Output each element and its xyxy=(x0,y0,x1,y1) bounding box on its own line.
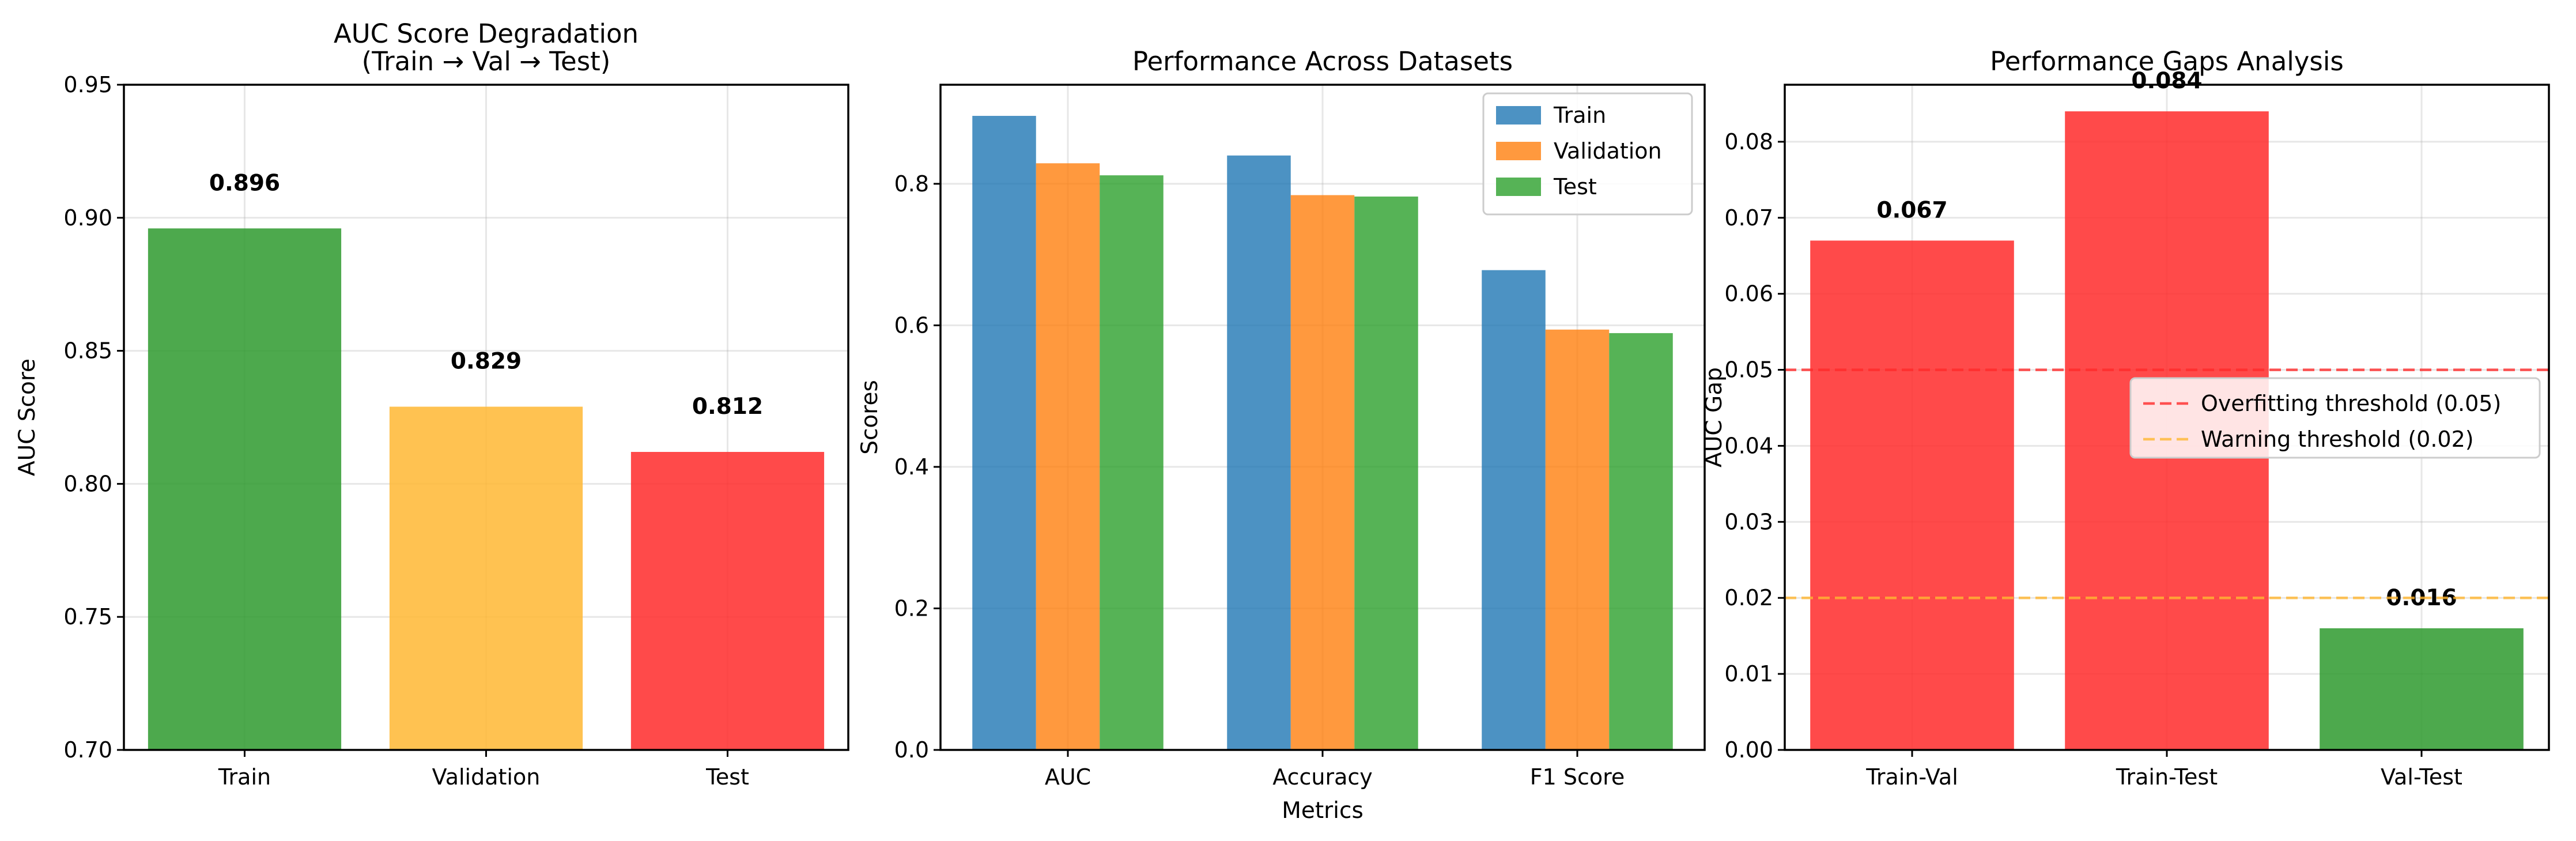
chart-panel-2: 0.0 0.2 0.4 0.6 0.8 AUC Accuracy F1 Score Perfor… xyxy=(857,46,1706,824)
legend-swatch xyxy=(1496,106,1541,125)
data-label: 0.084 xyxy=(2131,68,2202,94)
y-tick-label: 0.70 xyxy=(63,737,112,763)
legend: Train Validation Test xyxy=(1482,92,1693,216)
x-tick-label: Train xyxy=(218,764,271,790)
legend-label: Validation xyxy=(1554,138,1662,164)
y-tick-label: 0.85 xyxy=(63,338,112,364)
y-tick-label: 0.02 xyxy=(1724,585,1773,610)
chart-panel-1: 0.896 0.829 0.812 0.70 0.75 0.80 0.85 0.90 0.95 T… xyxy=(14,18,849,790)
legend-label: Train xyxy=(1553,103,1606,128)
data-label: 0.896 xyxy=(209,170,280,196)
y-tick-label: 0.03 xyxy=(1724,509,1773,534)
bar-train-auc xyxy=(972,116,1036,750)
legend-swatch xyxy=(1496,178,1541,196)
chart-title-line: Performance Across Datasets xyxy=(1132,46,1513,77)
x-tick-label: Train-Test xyxy=(2116,764,2218,790)
legend-box xyxy=(2129,377,2541,459)
y-tick-label: 0.6 xyxy=(894,312,929,338)
bar-test-auc xyxy=(1100,175,1164,751)
y-tick-label: 0.05 xyxy=(1724,357,1773,383)
bar-validation-auc xyxy=(1036,163,1100,750)
x-tick-label: F1 Score xyxy=(1530,764,1625,790)
y-tick-label: 0.07 xyxy=(1724,205,1773,231)
y-tick-label: 0.01 xyxy=(1724,661,1773,687)
bar-train xyxy=(148,228,342,750)
chart-title-line: (Train → Val → Test) xyxy=(362,46,611,77)
bar-train-accuracy xyxy=(1227,155,1291,750)
y-tick-label: 0.08 xyxy=(1724,129,1773,154)
y-tick-label: 0.80 xyxy=(63,471,112,496)
chart-panel-3: 0.0670.0840.0160.000.010.020.030.040.050… xyxy=(1701,46,2550,790)
y-tick-label: 0.90 xyxy=(63,205,112,231)
y-tick-label: 0.04 xyxy=(1724,433,1773,458)
bar-test-f1-score xyxy=(1609,333,1673,750)
legend-label: Test xyxy=(1553,174,1597,199)
legend-swatch xyxy=(1496,142,1541,160)
bar-val-test xyxy=(2320,628,2524,750)
legend-label: Warning threshold (0.02) xyxy=(2201,427,2474,452)
bar-train-f1-score xyxy=(1482,270,1546,750)
bar-validation-accuracy xyxy=(1290,195,1355,750)
data-label: 0.812 xyxy=(692,394,763,420)
y-tick-label: 0.75 xyxy=(63,604,112,629)
y-tick-label: 0.06 xyxy=(1724,281,1773,307)
chart-title: AUC Score Degradation (Train → Val → Test… xyxy=(334,18,639,77)
chart-title: Performance Across Datasets xyxy=(1132,46,1513,77)
x-tick-label: Accuracy xyxy=(1272,764,1373,790)
bar-test xyxy=(630,452,825,750)
data-label: 0.829 xyxy=(451,349,522,375)
x-axis-label: Metrics xyxy=(1282,798,1363,824)
x-tick-label: Validation xyxy=(432,764,541,790)
legend: Overfitting threshold (0.05) Warning thre… xyxy=(2129,377,2541,459)
bar-validation xyxy=(389,406,583,750)
legend-label: Overfitting threshold (0.05) xyxy=(2201,391,2501,416)
bar-test-accuracy xyxy=(1354,196,1418,750)
y-tick-label: 0.2 xyxy=(894,595,929,621)
x-tick-label: Val-Test xyxy=(2381,764,2462,790)
bar-train-val xyxy=(1810,240,2014,750)
y-tick-label: 0.0 xyxy=(894,737,929,763)
y-axis-label: AUC Gap xyxy=(1701,367,1727,467)
x-tick-label: Train-Val xyxy=(1865,764,1958,790)
x-tick-label: Test xyxy=(705,764,749,790)
y-axis-label: AUC Score xyxy=(14,359,40,476)
y-tick-label: 0.95 xyxy=(63,72,112,97)
x-tick-label: AUC xyxy=(1045,764,1091,790)
y-tick-label: 0.00 xyxy=(1724,737,1773,763)
y-axis-label: Scores xyxy=(857,380,883,455)
bar-validation-f1-score xyxy=(1545,329,1610,750)
data-label: 0.067 xyxy=(1876,197,1947,223)
chart-title-line: AUC Score Degradation xyxy=(334,18,639,49)
y-tick-label: 0.4 xyxy=(894,454,929,480)
y-tick-label: 0.8 xyxy=(894,171,929,197)
chart-title: Performance Gaps Analysis xyxy=(1990,46,2344,77)
chart-title-line: Performance Gaps Analysis xyxy=(1990,46,2344,77)
